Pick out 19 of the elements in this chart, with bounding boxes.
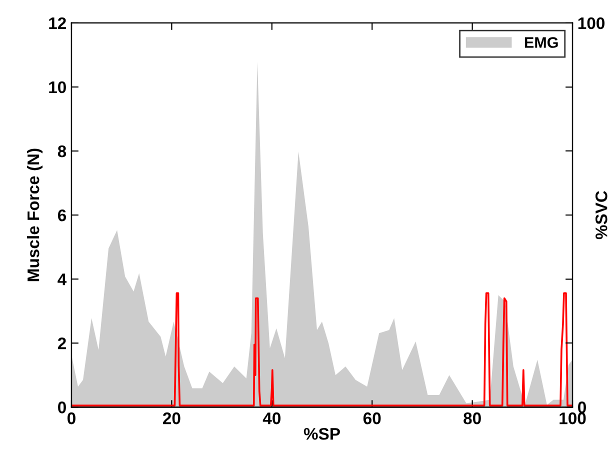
- x-axis-title: %SP: [304, 428, 340, 440]
- y-tick-label: 4: [58, 274, 67, 286]
- x-tick-label: 60: [363, 412, 381, 424]
- x-tick-label: 20: [163, 412, 180, 424]
- x-tick-label: 100: [560, 412, 586, 424]
- y2-axis-title: %SVC: [595, 190, 608, 240]
- y-axis-title: Muscle Force (N): [26, 148, 43, 282]
- y-tick-label: 0: [58, 402, 66, 414]
- y-tick-label: 8: [58, 145, 66, 158]
- y2-tick-label: 0: [578, 402, 586, 414]
- y-tick-label: 2: [58, 338, 66, 350]
- y-tick-label: 10: [49, 81, 66, 94]
- x-tick-label: 80: [464, 412, 481, 424]
- x-tick-label: 40: [262, 412, 280, 424]
- y-tick-label: 6: [58, 209, 66, 222]
- y-tick-label: 12: [49, 17, 66, 29]
- x-tick-label: 0: [68, 412, 76, 424]
- legend-label: EMG: [524, 37, 558, 48]
- y2-tick-label: 100: [578, 17, 604, 30]
